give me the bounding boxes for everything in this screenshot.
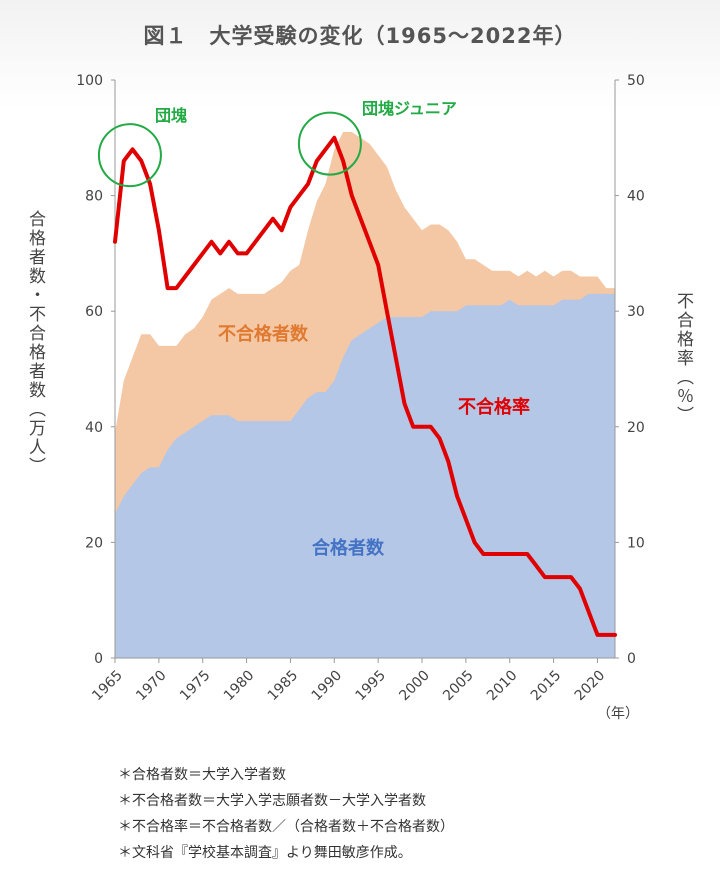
y-right-tick-label: 0 <box>627 651 636 667</box>
y-left-tick-label: 20 <box>85 535 103 551</box>
x-tick-label: 1965 <box>89 668 126 705</box>
y-right-tick-label: 50 <box>627 73 645 89</box>
footnotes: ＊合格者数＝大学入学者数 ＊不合格者数＝大学入学志願者数－大学入学者数 ＊不合格… <box>118 762 454 866</box>
x-tick-label: 1970 <box>133 668 170 705</box>
x-tick-label: 2005 <box>440 668 477 705</box>
x-tick-label: 1990 <box>309 668 346 705</box>
footnote: ＊不合格者数＝大学入学志願者数－大学入学者数 <box>118 793 426 809</box>
accepted-area-label: 合格者数 <box>312 537 385 559</box>
x-tick-label: 2000 <box>396 668 433 705</box>
y-right-tick-label: 30 <box>627 304 645 320</box>
y-left-tick-label: 40 <box>85 420 103 436</box>
rate-line-layer <box>113 135 617 637</box>
y-left-tick-label: 60 <box>85 304 103 320</box>
baby-boom-circle <box>97 123 162 188</box>
x-tick-label: 1975 <box>177 668 214 705</box>
x-axis-unit: （年） <box>597 706 639 722</box>
x-tick-label: 2015 <box>528 668 565 705</box>
y-right-tick-label: 40 <box>627 189 645 205</box>
y-left-tick-label: 80 <box>85 189 103 205</box>
baby-boom-junior-label: 団塊ジュニア <box>362 99 457 118</box>
x-tick-label: 2010 <box>484 668 521 705</box>
baby-boom-junior-circle <box>297 111 362 176</box>
footnote: ＊文科省『学校基本調査』より舞田敏彦作成。 <box>118 845 412 861</box>
footnote: ＊合格者数＝大学入学者数 <box>118 767 286 783</box>
footnote: ＊不合格率＝不合格者数／（合格者数＋不合格者数） <box>118 819 454 835</box>
y-axis-left-label: 合格者数・不合格者数（万人） <box>25 210 45 476</box>
area-layer <box>115 132 615 658</box>
x-tick-label: 1980 <box>221 668 258 705</box>
x-tick-label: 1995 <box>352 668 389 705</box>
chart-title: 図１ 大学受験の変化（1965～2022年） <box>143 24 577 48</box>
rejected-area-label: 不合格者数 <box>218 323 309 345</box>
y-right-tick-label: 20 <box>627 420 645 436</box>
rejection-rate-line <box>113 135 617 637</box>
y-right-tick-label: 10 <box>627 535 645 551</box>
y-left-tick-label: 0 <box>94 651 103 667</box>
y-axis-right-label: 不合格率（％） <box>673 292 693 425</box>
x-tick-label: 2020 <box>572 668 609 705</box>
rate-line-label: 不合格率 <box>458 396 530 418</box>
accepted-area <box>115 293 615 658</box>
y-left-tick-label: 100 <box>76 73 103 89</box>
baby-boom-label: 団塊 <box>155 106 187 125</box>
x-tick-label: 1985 <box>265 668 302 705</box>
